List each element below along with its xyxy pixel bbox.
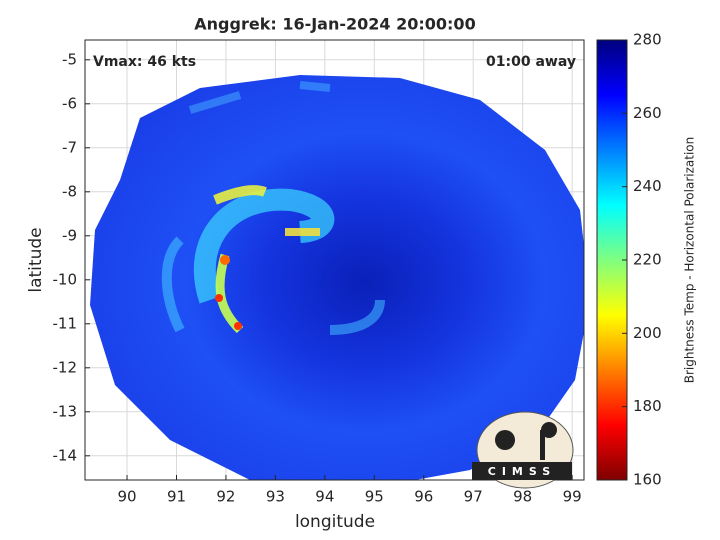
y-tick-label: -14 (53, 446, 78, 464)
annotation: 01:00 away (486, 54, 576, 70)
y-tick-label: -12 (53, 358, 78, 376)
colorbar-tick-label: 180 (633, 397, 662, 415)
y-tick-label: -9 (62, 226, 77, 244)
logo: CIMSS (472, 411, 574, 489)
colorbar-tick-label: 240 (633, 177, 662, 195)
y-tick-label: -13 (53, 402, 78, 420)
x-tick-label: 99 (563, 488, 582, 506)
x-tick-label: 95 (365, 488, 384, 506)
annotation: Vmax: 46 kts (93, 54, 196, 70)
y-tick-label: -8 (62, 182, 77, 200)
y-tick-label: -10 (53, 270, 78, 288)
colorbar-label: Brightness Temp - Horizontal Polarizatio… (683, 137, 697, 384)
x-tick-label: 90 (117, 488, 136, 506)
logo-text: CIMSS (488, 465, 556, 478)
x-tick-label: 96 (414, 488, 433, 506)
x-tick-label: 98 (513, 488, 532, 506)
colorbar-tick-label: 160 (633, 471, 662, 489)
colorbar-tick-label: 220 (633, 251, 662, 269)
x-tick-label: 92 (216, 488, 235, 506)
chart-title: Anggrek: 16-Jan-2024 20:00:00 (194, 15, 475, 34)
y-tick-label: -5 (62, 50, 77, 68)
plot-frame (84, 39, 585, 481)
x-tick-label: 97 (464, 488, 483, 506)
x-tick-label: 94 (315, 488, 334, 506)
x-tick-label: 93 (266, 488, 285, 506)
colorbar-tick-label: 260 (633, 104, 662, 122)
colorbar-tick-label: 200 (633, 324, 662, 342)
y-tick-label: -6 (62, 94, 77, 112)
satellite-image (90, 75, 584, 480)
y-tick-label: -11 (53, 314, 78, 332)
colorbar-tick-label: 280 (633, 31, 662, 49)
x-tick-label: 91 (167, 488, 186, 506)
y-tick-label: -7 (62, 138, 77, 156)
y-axis-label: latitude (26, 227, 46, 292)
x-axis-label: longitude (295, 512, 375, 532)
